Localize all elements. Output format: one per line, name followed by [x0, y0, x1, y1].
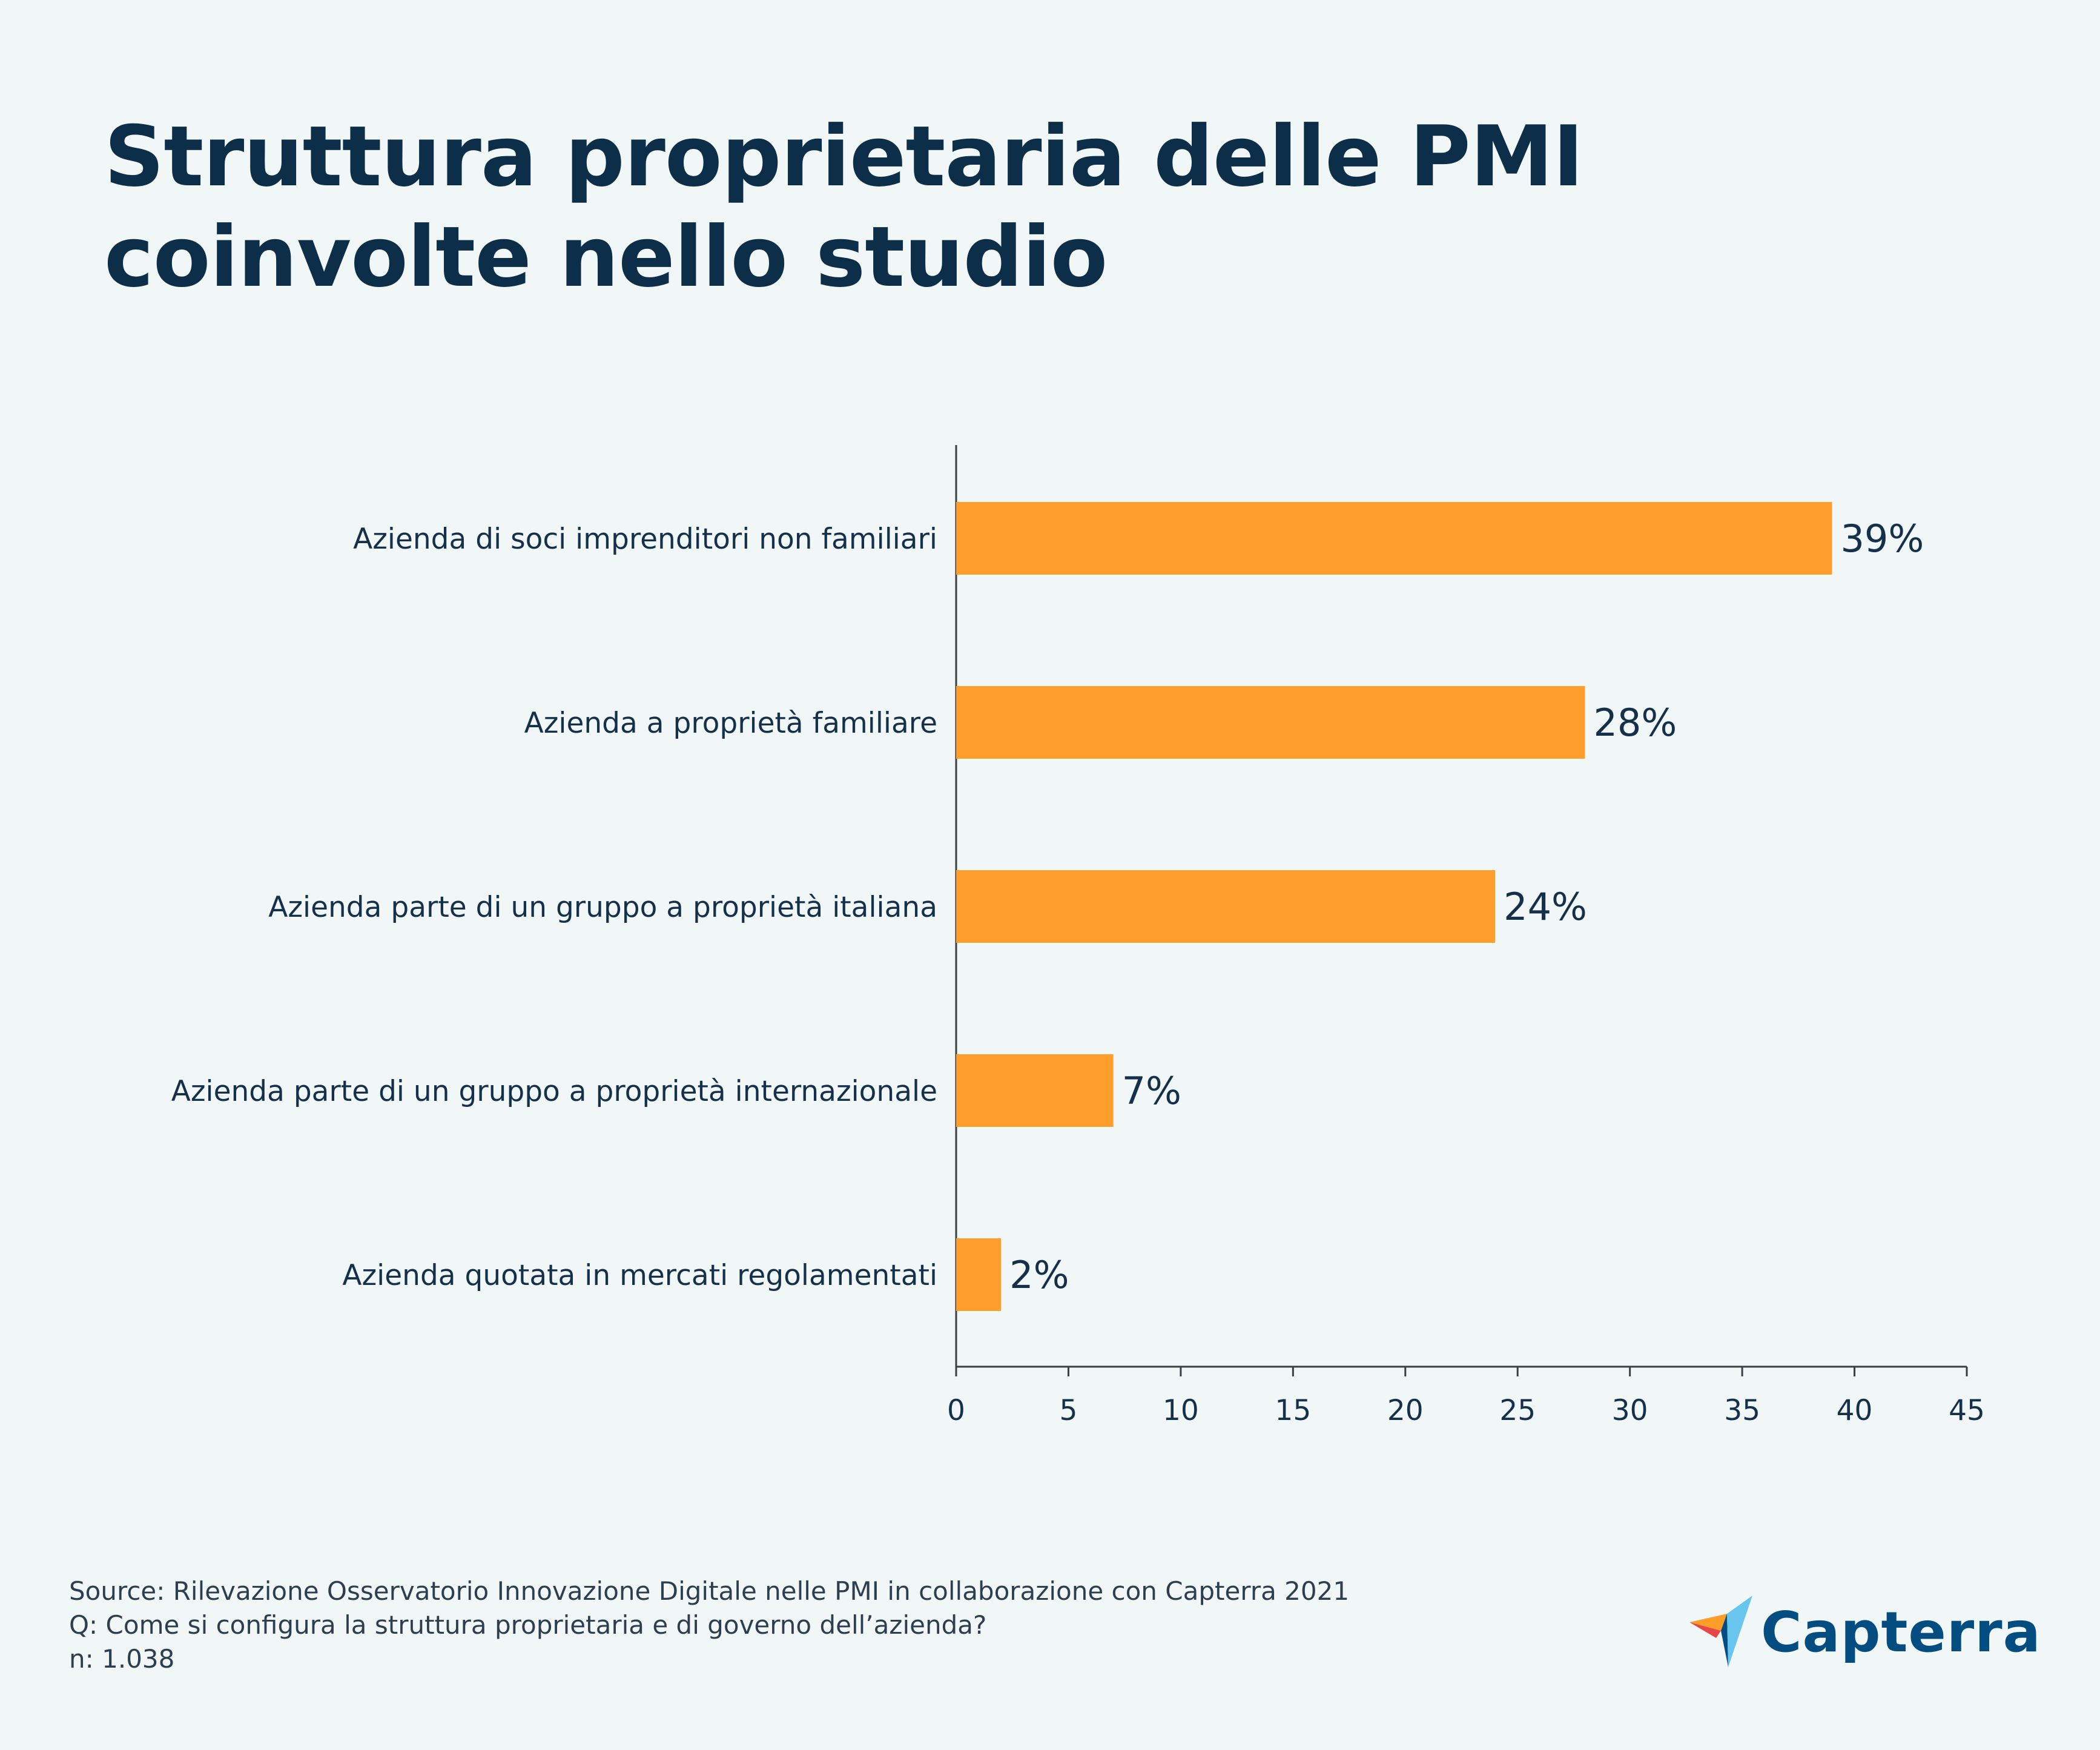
category-label: Azienda di soci imprenditori non familia… [353, 523, 937, 556]
category-label: Azienda quotata in mercati regolamentati [342, 1259, 937, 1292]
x-tick-label: 45 [1949, 1394, 1985, 1427]
capterra-arrow-icon [1689, 1596, 1752, 1667]
data-label: 2% [1009, 1253, 1069, 1297]
data-label: 39% [1840, 517, 1924, 561]
x-tick-label: 40 [1837, 1394, 1873, 1427]
page-title: Struttura proprietaria delle PMI coinvol… [104, 108, 1584, 306]
x-tick-label: 20 [1387, 1394, 1424, 1427]
x-tick-label: 35 [1724, 1394, 1760, 1427]
bar [956, 502, 1832, 575]
x-tick-label: 25 [1499, 1394, 1536, 1427]
x-tick-label: 0 [947, 1394, 965, 1427]
data-label: 24% [1504, 885, 1587, 929]
category-label: Azienda parte di un gruppo a proprietà i… [268, 891, 937, 924]
bar [956, 686, 1585, 759]
logo-wordmark: Capterra [1761, 1599, 2041, 1665]
data-label: 28% [1593, 701, 1677, 745]
source-note: Source: Rilevazione Osservatorio Innovaz… [69, 1576, 1350, 1606]
sample-size-note: n: 1.038 [69, 1644, 175, 1674]
category-label: Azienda parte di un gruppo a proprietà i… [171, 1075, 937, 1108]
question-note: Q: Come si configura la struttura propri… [69, 1610, 987, 1640]
category-label: Azienda a proprietà familiare [524, 707, 937, 740]
x-tick-label: 5 [1059, 1394, 1077, 1427]
bar-chart: 0 5 10 15 20 25 30 35 40 45 Azienda di soci impren… [171, 445, 1985, 1427]
data-label: 7% [1122, 1069, 1181, 1113]
x-tick-label: 15 [1275, 1394, 1311, 1427]
x-tick-label: 30 [1612, 1394, 1648, 1427]
x-tick-label: 10 [1163, 1394, 1199, 1427]
capterra-logo: Capterra [1689, 1593, 2041, 1671]
chart-footer: Source: Rilevazione Osservatorio Innovaz… [69, 1574, 1349, 1676]
bar [956, 1054, 1114, 1127]
bar [956, 870, 1496, 943]
bar [956, 1238, 1002, 1311]
